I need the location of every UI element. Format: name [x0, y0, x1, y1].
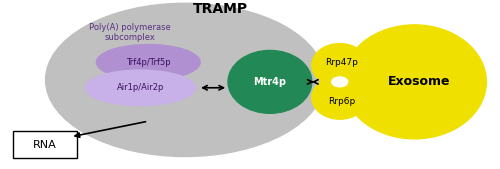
Ellipse shape	[96, 45, 200, 80]
Ellipse shape	[86, 70, 195, 105]
FancyBboxPatch shape	[12, 131, 78, 159]
Text: Poly(A) polymerase
subcomplex: Poly(A) polymerase subcomplex	[90, 23, 171, 42]
Text: RNA: RNA	[32, 140, 56, 150]
Text: Air1p/Air2p: Air1p/Air2p	[116, 83, 164, 92]
Text: Rrp47p: Rrp47p	[326, 58, 358, 67]
Text: Trf4p/Trf5p: Trf4p/Trf5p	[126, 58, 170, 67]
Text: Rrp6p: Rrp6p	[328, 97, 355, 106]
Text: TRAMP: TRAMP	[192, 2, 248, 16]
Ellipse shape	[332, 77, 347, 87]
Ellipse shape	[312, 44, 368, 87]
Ellipse shape	[46, 3, 325, 156]
Ellipse shape	[228, 50, 312, 113]
Text: Mtr4p: Mtr4p	[254, 77, 286, 87]
Ellipse shape	[342, 25, 486, 139]
Ellipse shape	[312, 76, 368, 119]
Text: Exosome: Exosome	[388, 75, 451, 88]
